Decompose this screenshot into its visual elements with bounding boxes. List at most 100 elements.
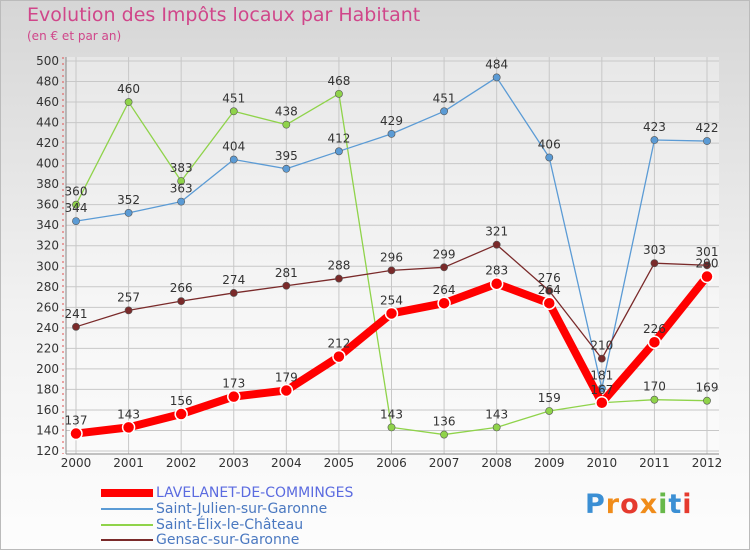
data-label: 412 xyxy=(327,131,350,145)
logo-letter: o xyxy=(620,489,640,520)
data-label: 288 xyxy=(327,259,350,273)
data-label: 274 xyxy=(222,273,245,287)
data-point xyxy=(335,147,343,156)
data-point xyxy=(124,306,133,315)
data-point xyxy=(489,276,504,291)
data-label: 299 xyxy=(433,247,456,261)
data-label: 136 xyxy=(433,415,456,429)
data-point xyxy=(650,136,659,144)
data-point xyxy=(650,395,659,404)
data-label: 296 xyxy=(380,250,403,264)
data-label: 156 xyxy=(170,394,193,408)
data-point xyxy=(440,263,448,272)
x-tick-label: 2006 xyxy=(376,456,407,470)
x-tick-label: 2002 xyxy=(166,456,197,470)
data-point xyxy=(229,155,238,164)
data-point xyxy=(545,286,554,295)
logo-letter: i xyxy=(658,489,669,520)
data-point xyxy=(72,217,80,226)
data-point xyxy=(703,261,711,270)
data-point xyxy=(387,423,396,432)
y-tick-label: 460 xyxy=(36,95,59,109)
x-tick-label: 2009 xyxy=(534,456,565,470)
chart-title: Evolution des Impôts locaux par Habitant xyxy=(27,4,421,26)
data-label: 283 xyxy=(485,264,508,278)
data-label: 404 xyxy=(222,140,245,154)
data-point xyxy=(227,389,241,404)
y-tick-label: 220 xyxy=(36,341,59,355)
data-label: 143 xyxy=(485,407,508,421)
data-label: 281 xyxy=(275,266,298,280)
y-tick-label: 300 xyxy=(36,259,59,273)
data-label: 360 xyxy=(65,185,88,199)
data-label: 321 xyxy=(485,225,508,239)
data-point xyxy=(387,129,396,138)
logo-letter: t xyxy=(668,489,683,520)
y-tick-label: 200 xyxy=(36,362,59,376)
logo-letter: r xyxy=(605,489,621,520)
data-label: 266 xyxy=(170,281,193,295)
data-label: 395 xyxy=(275,149,298,163)
x-tick-label: 2008 xyxy=(481,456,512,470)
logo-letter: i xyxy=(682,489,693,520)
data-point xyxy=(387,266,396,275)
data-point xyxy=(545,153,554,162)
data-point xyxy=(492,240,501,249)
x-tick-label: 2012 xyxy=(692,456,723,470)
x-tick-label: 2004 xyxy=(271,456,302,470)
data-label: 179 xyxy=(275,370,298,384)
data-label: 241 xyxy=(65,307,88,321)
data-point xyxy=(647,335,662,349)
data-point xyxy=(440,430,448,439)
logo-letter: P xyxy=(585,489,606,520)
data-label: 276 xyxy=(538,271,561,285)
x-tick-label: 2007 xyxy=(429,456,460,470)
data-point xyxy=(542,296,556,310)
data-label: 352 xyxy=(117,193,140,207)
data-label: 159 xyxy=(538,391,561,405)
y-tick-label: 340 xyxy=(36,218,59,232)
data-point xyxy=(174,407,188,421)
y-tick-label: 380 xyxy=(36,177,59,191)
y-tick-label: 480 xyxy=(36,75,59,89)
data-label: 210 xyxy=(590,339,613,353)
data-label: 423 xyxy=(643,120,666,134)
x-tick-label: 2000 xyxy=(61,456,92,470)
legend-label-saint-elix: Saint-Élix-le-Château xyxy=(156,517,304,533)
data-point xyxy=(282,120,291,129)
data-label: 363 xyxy=(170,182,193,196)
data-point xyxy=(282,164,291,173)
y-tick-label: 180 xyxy=(36,382,59,396)
data-label: 167 xyxy=(590,383,613,397)
data-point xyxy=(229,107,238,116)
data-label: 303 xyxy=(643,243,666,257)
data-point xyxy=(437,296,451,310)
proxiti-logo: Proxiti xyxy=(585,489,693,520)
data-label: 264 xyxy=(538,283,561,297)
data-point xyxy=(492,73,501,82)
data-point xyxy=(177,297,186,306)
x-tick-label: 2011 xyxy=(639,456,670,470)
data-label: 344 xyxy=(65,201,88,215)
data-point xyxy=(384,306,399,321)
data-point xyxy=(700,269,714,284)
data-point xyxy=(492,423,501,432)
data-point xyxy=(703,137,711,145)
logo-letter: x xyxy=(639,489,659,520)
data-point xyxy=(124,208,133,217)
x-tick-label: 2001 xyxy=(113,456,144,470)
legend-label-gensac: Gensac-sur-Garonne xyxy=(156,532,300,548)
data-point xyxy=(703,396,711,405)
data-point xyxy=(332,349,346,364)
data-label: 484 xyxy=(485,57,508,71)
data-point xyxy=(282,281,291,290)
chart-subtitle: (en € et par an) xyxy=(27,29,122,43)
data-label: 383 xyxy=(170,161,193,175)
data-label: 451 xyxy=(433,91,456,105)
data-point xyxy=(177,197,186,206)
x-tick-label: 2010 xyxy=(587,456,618,470)
data-label: 438 xyxy=(275,105,298,119)
data-point xyxy=(69,426,83,441)
